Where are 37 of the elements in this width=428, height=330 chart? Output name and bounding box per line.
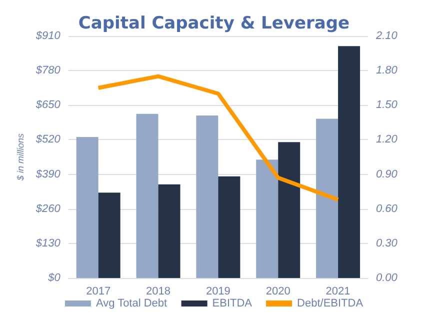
legend-label: EBITDA [212,298,253,310]
y2-tick-label: 1.50 [376,99,398,112]
y-axis-title: $ in millions [16,133,26,182]
y-tick-label: $780 [34,64,62,77]
y2-tick-label: 0.00 [376,272,398,284]
y-tick-label: $130 [34,237,62,250]
y2-tick-label: 0.90 [376,168,398,180]
y2-tick-label: 2.10 [375,30,398,42]
x-tick-label: 2019 [206,286,230,298]
bar [316,118,338,278]
y2-tick-label: 1.20 [376,134,398,146]
bar [76,137,98,278]
y2-tick-label: 1.80 [376,64,398,77]
x-tick-label: 2017 [86,286,111,298]
line-series [96,74,340,202]
bar [256,160,278,278]
y-tick-label: $260 [34,202,62,215]
y2-tick-label: 0.60 [376,202,398,215]
y-tick-label: $910 [34,30,62,42]
bar [98,192,120,278]
bar [158,184,180,278]
bar [338,46,360,278]
chart-title: Capital Capacity & Leverage [78,14,350,34]
y2-tick-label: 0.30 [376,237,398,250]
legend-label: Avg Total Debt [96,298,168,310]
y-tick-label: $0 [47,272,62,284]
bar [136,114,158,278]
x-tick-label: 2020 [266,286,290,298]
x-tick-label: 2021 [326,286,350,298]
y-tick-label: $390 [34,168,62,180]
y-tick-label: $520 [34,134,62,146]
x-tick-label: 2018 [146,286,170,298]
bar [218,176,240,278]
bar [278,142,300,278]
legend-label: Debt/EBITDA [297,298,364,310]
y-tick-label: $650 [34,99,62,112]
bar [196,116,218,278]
